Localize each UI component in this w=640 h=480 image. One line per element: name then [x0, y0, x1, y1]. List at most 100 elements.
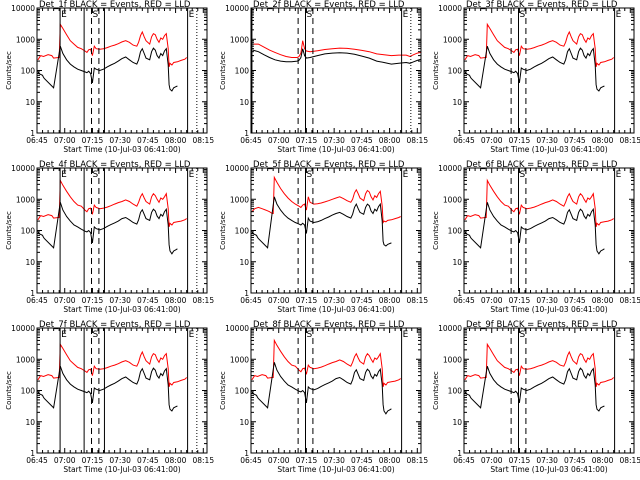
- y-tick-label: 10: [239, 418, 249, 427]
- x-tick-label: 08:00: [592, 136, 614, 145]
- y-tick-label: 100: [21, 227, 36, 236]
- x-tick-label: 08:15: [192, 136, 214, 145]
- series-line-lld: [252, 40, 421, 58]
- series-line-events: [464, 46, 605, 92]
- x-tick-label: 08:00: [165, 456, 187, 465]
- x-tick-label: 07:45: [564, 136, 586, 145]
- series-line-events: [252, 48, 421, 65]
- plot-frame: [463, 167, 635, 294]
- x-tick-label: 07:30: [323, 136, 345, 145]
- panel-title: Det_6f BLACK = Events, RED = LLD: [466, 160, 618, 170]
- x-tick-label: 08:15: [192, 296, 214, 305]
- y-tick-label: 10000: [11, 4, 35, 13]
- y-tick-label: 100: [235, 387, 250, 396]
- x-tick-label: 08:00: [379, 136, 401, 145]
- y-tick-label: 10000: [438, 164, 462, 173]
- y-axis-label: Counts/sec: [5, 211, 13, 250]
- plot-frame: [250, 7, 422, 134]
- series-line-lld: [251, 175, 401, 225]
- y-tick-label: 10000: [11, 164, 35, 173]
- x-tick-label: 08:00: [165, 296, 187, 305]
- marker-label: E: [189, 330, 195, 340]
- x-tick-label: 07:45: [351, 456, 373, 465]
- plot-frame: [463, 7, 635, 134]
- y-tick-label: 10: [452, 258, 462, 267]
- y-tick-label: 100: [21, 67, 36, 76]
- marker-label: S: [520, 330, 526, 340]
- x-tick-label: 07:00: [481, 456, 503, 465]
- y-tick-label: 10000: [11, 324, 35, 333]
- y-axis-label: Counts/sec: [5, 371, 13, 410]
- series-line-lld: [37, 342, 188, 388]
- marker-label: E: [616, 10, 622, 20]
- x-axis-label: Start Time (10-Jul-03 06:41:00): [490, 465, 607, 474]
- x-tick-label: 08:15: [619, 296, 640, 305]
- y-tick-label: 1: [30, 129, 35, 138]
- y-tick-label: 10: [452, 98, 462, 107]
- x-tick-label: 07:30: [109, 136, 131, 145]
- x-tick-label: 08:15: [192, 456, 214, 465]
- marker-label: E: [189, 10, 195, 20]
- y-tick-label: 10: [239, 98, 249, 107]
- x-tick-label: 07:30: [109, 296, 131, 305]
- x-tick-label: 08:15: [406, 136, 428, 145]
- x-tick-label: 07:30: [323, 296, 345, 305]
- x-tick-label: 07:00: [54, 296, 76, 305]
- x-axis-label: Start Time (10-Jul-03 06:41:00): [63, 465, 180, 474]
- y-tick-label: 1: [457, 449, 462, 458]
- x-tick-label: 06:45: [26, 296, 48, 305]
- y-tick-label: 100: [448, 387, 463, 396]
- x-tick-label: 07:15: [296, 136, 318, 145]
- y-tick-label: 1000: [16, 35, 35, 44]
- x-tick-label: 07:00: [481, 296, 503, 305]
- y-tick-label: 1000: [230, 35, 249, 44]
- y-axis-label: Counts/sec: [432, 51, 440, 90]
- x-tick-label: 07:30: [536, 456, 558, 465]
- x-tick-label: 07:45: [564, 456, 586, 465]
- x-axis-label: Start Time (10-Jul-03 06:41:00): [490, 305, 607, 314]
- series-line-lld: [251, 338, 401, 388]
- x-tick-label: 07:00: [268, 296, 290, 305]
- x-tick-label: 08:15: [406, 296, 428, 305]
- y-tick-label: 1: [30, 289, 35, 298]
- panel-title: Det_1f BLACK = Events, RED = LLD: [39, 0, 191, 10]
- y-tick-label: 100: [448, 227, 463, 236]
- y-tick-label: 100: [235, 67, 250, 76]
- y-tick-label: 1: [30, 449, 35, 458]
- series-line-events: [37, 46, 178, 92]
- panel-title: Det_2f BLACK = Events, RED = LLD: [253, 0, 405, 10]
- marker-label: S: [307, 170, 313, 180]
- y-tick-label: 100: [448, 67, 463, 76]
- y-tick-label: 10: [25, 418, 35, 427]
- y-axis-label: Counts/sec: [432, 211, 440, 250]
- y-tick-label: 10000: [225, 164, 249, 173]
- x-tick-label: 07:30: [536, 136, 558, 145]
- y-axis-label: Counts/sec: [5, 51, 13, 90]
- y-axis-label: Counts/sec: [219, 51, 227, 90]
- x-tick-label: 07:45: [351, 136, 373, 145]
- x-tick-label: 08:00: [592, 296, 614, 305]
- marker-label: S: [93, 330, 99, 340]
- series-line-lld: [464, 178, 614, 228]
- y-tick-label: 1000: [443, 195, 462, 204]
- x-tick-label: 08:00: [379, 296, 401, 305]
- y-tick-label: 1000: [16, 195, 35, 204]
- series-line-events: [37, 366, 178, 412]
- plot-frame: [463, 327, 635, 454]
- x-tick-label: 07:15: [296, 296, 318, 305]
- series-line-lld: [37, 22, 188, 68]
- y-tick-label: 1000: [443, 35, 462, 44]
- series-line-events: [251, 196, 392, 249]
- marker-label: E: [403, 10, 409, 20]
- x-axis-label: Start Time (10-Jul-03 06:41:00): [63, 145, 180, 154]
- x-axis-label: Start Time (10-Jul-03 06:41:00): [277, 145, 394, 154]
- y-tick-label: 1: [244, 289, 249, 298]
- marker-label: E: [403, 170, 409, 180]
